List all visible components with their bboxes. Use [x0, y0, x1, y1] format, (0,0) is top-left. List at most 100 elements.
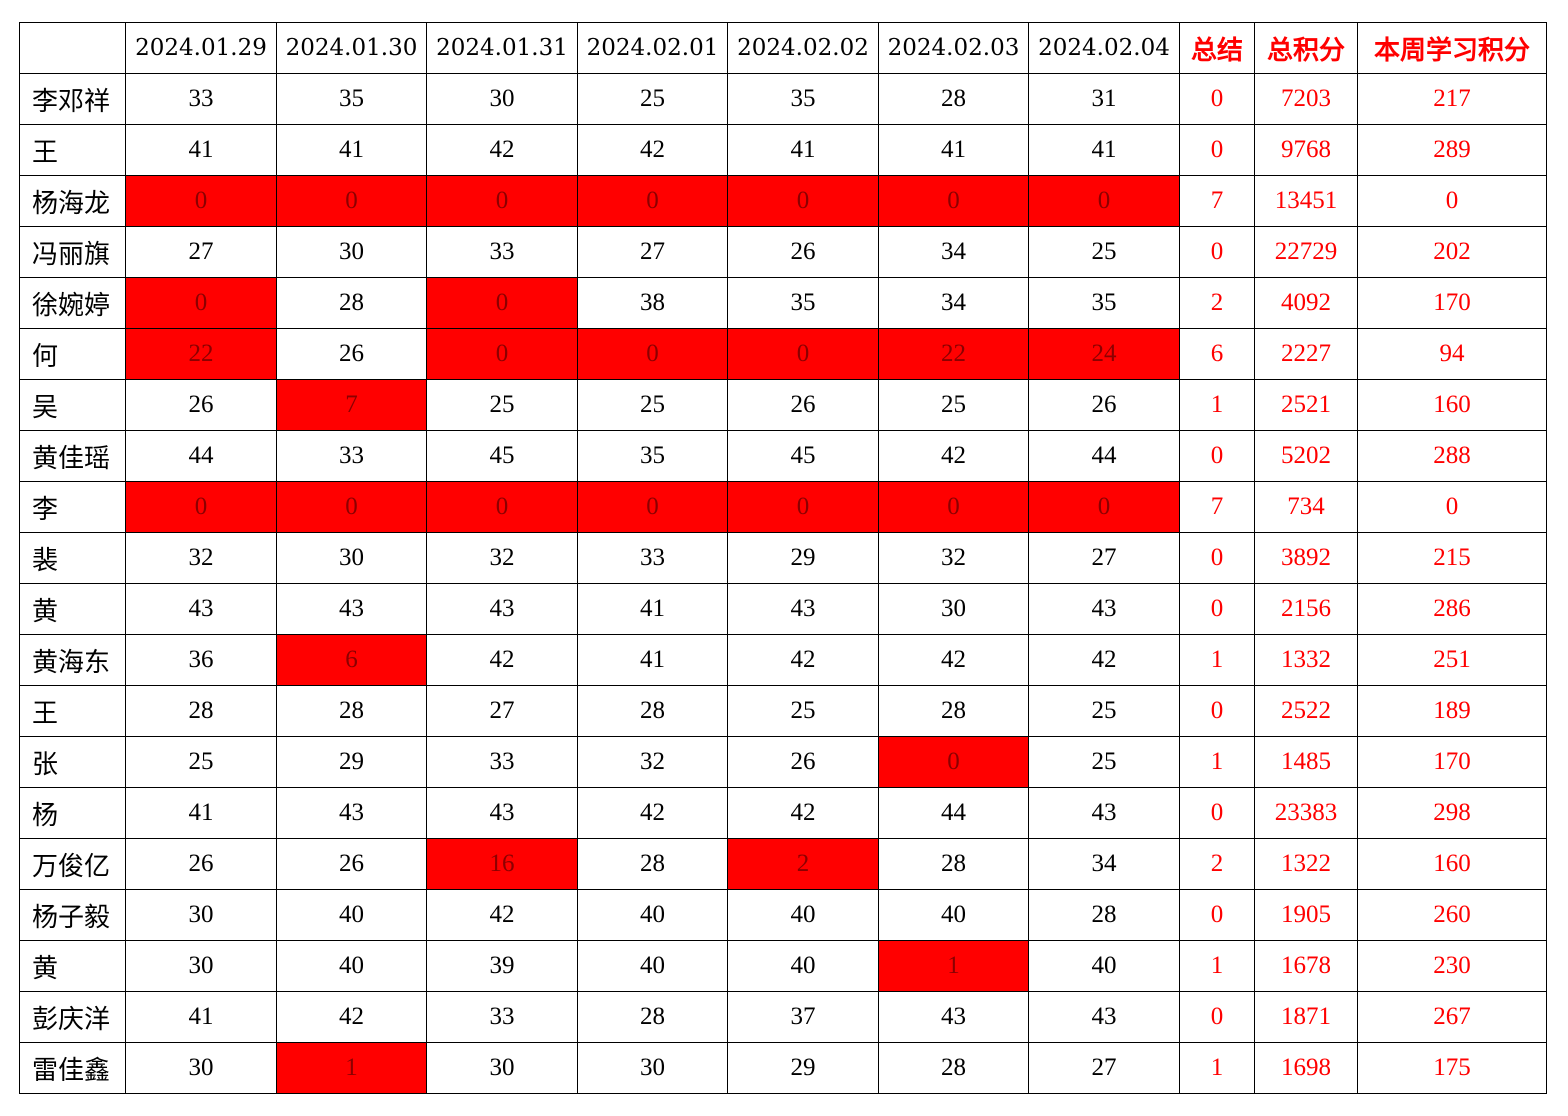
day-score-cell[interactable]: 25: [1028, 226, 1180, 278]
total-points-cell[interactable]: 1905: [1254, 889, 1358, 941]
date-header[interactable]: 2024.02.02: [727, 22, 879, 74]
day-score-cell[interactable]: 25: [577, 73, 728, 125]
day-score-cell[interactable]: 41: [276, 124, 427, 176]
day-score-cell[interactable]: 38: [577, 277, 728, 329]
day-score-cell[interactable]: 35: [1028, 277, 1180, 329]
summary-header[interactable]: 总结: [1179, 22, 1255, 74]
day-score-cell[interactable]: 28: [577, 685, 728, 737]
day-score-cell[interactable]: 26: [276, 838, 427, 890]
day-score-cell[interactable]: 0: [727, 175, 879, 227]
name-cell[interactable]: 吴 坤: [19, 379, 126, 431]
name-cell[interactable]: 李邓祥: [19, 73, 126, 125]
day-score-cell[interactable]: 41: [577, 583, 728, 635]
summary-cell[interactable]: 0: [1179, 889, 1255, 941]
day-score-cell[interactable]: 25: [1028, 685, 1180, 737]
day-score-cell[interactable]: 0: [276, 481, 427, 533]
day-score-cell[interactable]: 7: [276, 379, 427, 431]
name-cell[interactable]: 王 洋: [19, 685, 126, 737]
day-score-cell[interactable]: 45: [727, 430, 879, 482]
summary-cell[interactable]: 0: [1179, 124, 1255, 176]
day-score-cell[interactable]: 22: [125, 328, 277, 380]
summary-cell[interactable]: 0: [1179, 685, 1255, 737]
day-score-cell[interactable]: 32: [878, 532, 1029, 584]
day-score-cell[interactable]: 26: [727, 736, 879, 788]
day-score-cell[interactable]: 30: [276, 226, 427, 278]
summary-cell[interactable]: 1: [1179, 940, 1255, 992]
weekly-points-cell[interactable]: 286: [1357, 583, 1547, 635]
name-cell[interactable]: 黄 超: [19, 583, 126, 635]
day-score-cell[interactable]: 0: [727, 481, 879, 533]
day-score-cell[interactable]: 0: [125, 481, 277, 533]
day-score-cell[interactable]: 41: [577, 634, 728, 686]
day-score-cell[interactable]: 34: [1028, 838, 1180, 890]
day-score-cell[interactable]: 29: [727, 1042, 879, 1094]
date-header[interactable]: 2024.02.04: [1028, 22, 1180, 74]
total-points-cell[interactable]: 22729: [1254, 226, 1358, 278]
day-score-cell[interactable]: 40: [727, 889, 879, 941]
day-score-cell[interactable]: 43: [276, 583, 427, 635]
day-score-cell[interactable]: 0: [577, 481, 728, 533]
weekly-points-cell[interactable]: 160: [1357, 838, 1547, 890]
day-score-cell[interactable]: 28: [577, 838, 728, 890]
weekly-points-cell[interactable]: 215: [1357, 532, 1547, 584]
weekly-points-cell[interactable]: 0: [1357, 175, 1547, 227]
weekly-points-cell[interactable]: 94: [1357, 328, 1547, 380]
day-score-cell[interactable]: 26: [1028, 379, 1180, 431]
day-score-cell[interactable]: 43: [1028, 991, 1180, 1043]
day-score-cell[interactable]: 36: [125, 634, 277, 686]
summary-cell[interactable]: 2: [1179, 277, 1255, 329]
total-points-cell[interactable]: 1322: [1254, 838, 1358, 890]
weekly-points-cell[interactable]: 298: [1357, 787, 1547, 839]
summary-cell[interactable]: 0: [1179, 73, 1255, 125]
day-score-cell[interactable]: 0: [276, 175, 427, 227]
day-score-cell[interactable]: 43: [276, 787, 427, 839]
weekly-points-cell[interactable]: 175: [1357, 1042, 1547, 1094]
day-score-cell[interactable]: 16: [426, 838, 578, 890]
total-points-cell[interactable]: 3892: [1254, 532, 1358, 584]
day-score-cell[interactable]: 28: [577, 991, 728, 1043]
name-cell[interactable]: 雷佳鑫: [19, 1042, 126, 1094]
day-score-cell[interactable]: 28: [878, 838, 1029, 890]
day-score-cell[interactable]: 0: [125, 277, 277, 329]
name-cell[interactable]: 彭庆洋: [19, 991, 126, 1043]
day-score-cell[interactable]: 31: [1028, 73, 1180, 125]
day-score-cell[interactable]: 27: [577, 226, 728, 278]
day-score-cell[interactable]: 32: [125, 532, 277, 584]
total-points-header[interactable]: 总积分: [1254, 22, 1358, 74]
day-score-cell[interactable]: 35: [727, 73, 879, 125]
total-points-cell[interactable]: 13451: [1254, 175, 1358, 227]
day-score-cell[interactable]: 33: [426, 736, 578, 788]
day-score-cell[interactable]: 6: [276, 634, 427, 686]
date-header[interactable]: 2024.02.03: [878, 22, 1029, 74]
weekly-points-cell[interactable]: 288: [1357, 430, 1547, 482]
day-score-cell[interactable]: 44: [878, 787, 1029, 839]
day-score-cell[interactable]: 27: [1028, 1042, 1180, 1094]
summary-cell[interactable]: 7: [1179, 175, 1255, 227]
day-score-cell[interactable]: 40: [727, 940, 879, 992]
corner-cell[interactable]: [19, 22, 126, 74]
day-score-cell[interactable]: 26: [125, 379, 277, 431]
day-score-cell[interactable]: 42: [426, 889, 578, 941]
day-score-cell[interactable]: 34: [878, 226, 1029, 278]
day-score-cell[interactable]: 33: [577, 532, 728, 584]
day-score-cell[interactable]: 0: [1028, 175, 1180, 227]
name-cell[interactable]: 王 灿: [19, 124, 126, 176]
day-score-cell[interactable]: 28: [1028, 889, 1180, 941]
day-score-cell[interactable]: 28: [276, 685, 427, 737]
day-score-cell[interactable]: 30: [125, 889, 277, 941]
day-score-cell[interactable]: 22: [878, 328, 1029, 380]
name-cell[interactable]: 黄海东: [19, 634, 126, 686]
day-score-cell[interactable]: 28: [125, 685, 277, 737]
day-score-cell[interactable]: 0: [878, 481, 1029, 533]
summary-cell[interactable]: 7: [1179, 481, 1255, 533]
day-score-cell[interactable]: 40: [577, 940, 728, 992]
day-score-cell[interactable]: 40: [878, 889, 1029, 941]
day-score-cell[interactable]: 41: [125, 787, 277, 839]
day-score-cell[interactable]: 34: [878, 277, 1029, 329]
day-score-cell[interactable]: 0: [577, 328, 728, 380]
day-score-cell[interactable]: 0: [878, 736, 1029, 788]
day-score-cell[interactable]: 30: [125, 940, 277, 992]
day-score-cell[interactable]: 37: [727, 991, 879, 1043]
day-score-cell[interactable]: 42: [727, 634, 879, 686]
weekly-points-cell[interactable]: 230: [1357, 940, 1547, 992]
